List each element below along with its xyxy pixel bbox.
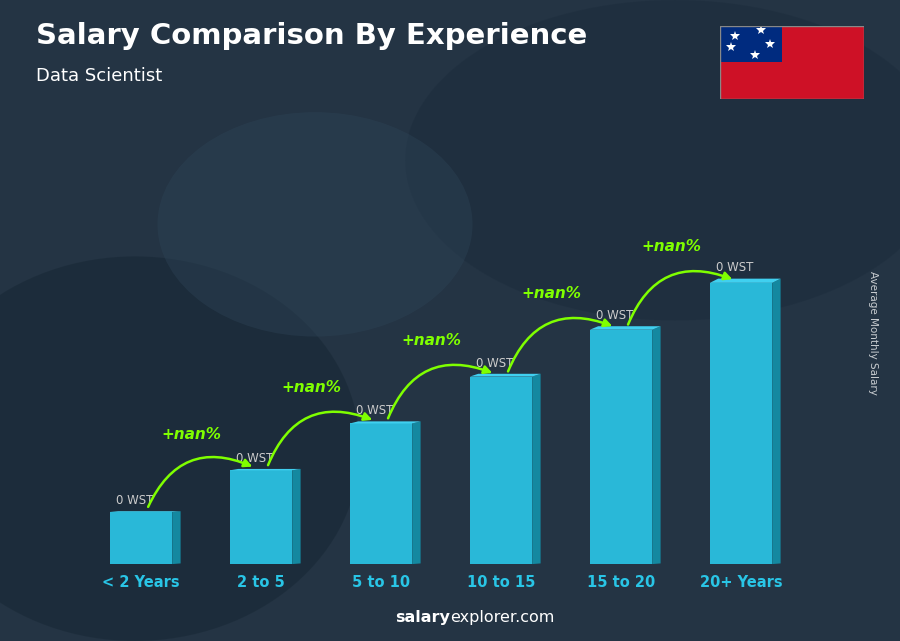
Text: +nan%: +nan% [401, 333, 462, 348]
Bar [590, 329, 652, 564]
Text: 0 WST: 0 WST [116, 494, 154, 507]
Polygon shape [230, 469, 301, 470]
Text: 0 WST: 0 WST [237, 452, 274, 465]
Bar [470, 377, 532, 564]
Ellipse shape [0, 256, 360, 641]
Polygon shape [652, 326, 661, 564]
Text: Data Scientist: Data Scientist [36, 67, 162, 85]
Text: +nan%: +nan% [642, 239, 701, 254]
Polygon shape [772, 279, 780, 564]
Text: +nan%: +nan% [161, 427, 221, 442]
Bar [720, 26, 782, 62]
Text: salary: salary [395, 610, 450, 625]
Text: 0 WST: 0 WST [716, 262, 753, 274]
Text: +nan%: +nan% [521, 286, 581, 301]
Polygon shape [292, 469, 301, 564]
Text: 0 WST: 0 WST [476, 356, 514, 370]
Ellipse shape [158, 112, 473, 337]
Text: 0 WST: 0 WST [356, 404, 393, 417]
Polygon shape [710, 279, 780, 283]
Bar [350, 424, 412, 564]
Polygon shape [470, 374, 541, 377]
Polygon shape [412, 421, 420, 564]
Ellipse shape [405, 0, 900, 320]
Text: +nan%: +nan% [282, 380, 341, 395]
Text: 0 WST: 0 WST [597, 309, 634, 322]
Bar [710, 283, 772, 564]
Polygon shape [350, 421, 420, 424]
Text: Salary Comparison By Experience: Salary Comparison By Experience [36, 22, 587, 51]
Polygon shape [532, 374, 541, 564]
Text: explorer.com: explorer.com [450, 610, 554, 625]
Bar [110, 512, 172, 564]
Bar [230, 470, 292, 564]
Polygon shape [590, 326, 661, 329]
Polygon shape [172, 512, 181, 564]
Text: Average Monthly Salary: Average Monthly Salary [868, 271, 878, 395]
